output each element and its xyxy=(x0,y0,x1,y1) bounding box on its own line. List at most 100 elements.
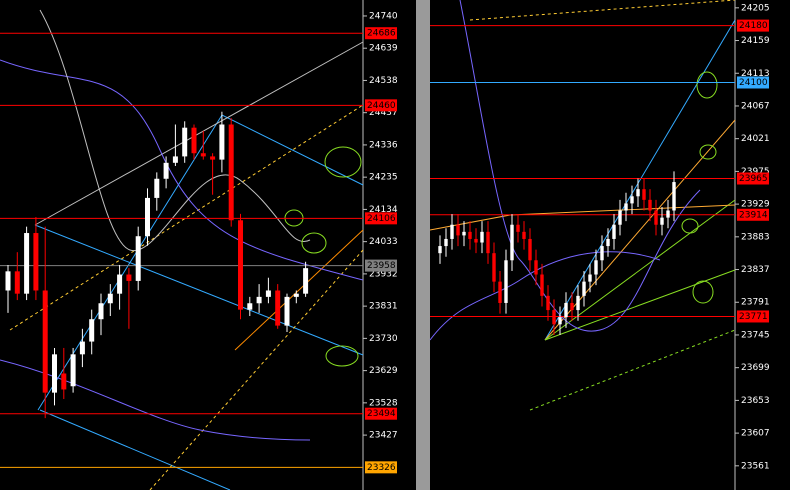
y-tick-label: 24067 xyxy=(741,101,770,111)
y-tick-label: 24639 xyxy=(369,44,398,54)
y-tick-label: 23653 xyxy=(741,396,770,406)
candle-body xyxy=(154,178,160,198)
price-level-label: 24180 xyxy=(739,21,768,31)
fan-line xyxy=(544,269,736,341)
candle-body xyxy=(618,210,622,225)
candle-body xyxy=(600,246,604,261)
y-tick-label: 23528 xyxy=(369,398,398,408)
y-tick-label: 24235 xyxy=(369,173,398,183)
price-level-label: 23914 xyxy=(739,210,768,220)
price-level-box xyxy=(365,27,397,40)
candle-body xyxy=(284,296,290,326)
candle-body xyxy=(540,274,544,296)
band-line xyxy=(39,9,311,251)
candle-body xyxy=(5,271,11,291)
price-level-label: 24686 xyxy=(367,29,396,39)
band-line xyxy=(429,251,661,341)
y-tick-label: 23745 xyxy=(741,330,770,340)
fan-line xyxy=(469,0,736,21)
price-level-label: 24460 xyxy=(367,101,396,111)
candle-body xyxy=(293,293,299,297)
marker-circle xyxy=(692,280,714,304)
price-level-box xyxy=(737,310,769,323)
candle-body xyxy=(492,253,496,282)
candle-body xyxy=(191,127,197,154)
y-tick-label: 23932 xyxy=(369,269,398,279)
price-level-box xyxy=(365,259,397,272)
marker-circle xyxy=(324,146,362,178)
candle-body xyxy=(219,124,225,160)
price-level-box xyxy=(365,212,397,225)
candle-body xyxy=(42,290,48,393)
candle-body xyxy=(14,271,20,294)
candle-body xyxy=(182,127,188,157)
y-tick-label: 24740 xyxy=(369,11,398,21)
price-level-label: 23494 xyxy=(367,409,396,419)
candle-body xyxy=(135,236,141,281)
candle-body xyxy=(438,246,442,254)
y-tick-label: 23427 xyxy=(369,431,398,441)
candle-body xyxy=(558,317,562,325)
y-tick-label: 24205 xyxy=(741,3,770,13)
candle-body xyxy=(546,295,550,311)
candle-body xyxy=(70,354,76,387)
channel-line xyxy=(39,409,231,490)
candle-body xyxy=(89,319,95,342)
y-tick-label: 23883 xyxy=(741,232,770,242)
price-level-box xyxy=(365,461,397,474)
candle-body xyxy=(522,231,526,239)
candle-body xyxy=(275,290,281,326)
candle-body xyxy=(660,217,664,225)
y-tick-label: 24336 xyxy=(369,140,398,150)
candle-body xyxy=(630,196,634,204)
candle-body xyxy=(504,260,508,303)
y-tick-label: 23730 xyxy=(369,334,398,344)
candle-body xyxy=(200,153,206,157)
candle-body xyxy=(534,260,538,275)
marker-circle xyxy=(301,232,327,254)
candle-body xyxy=(238,220,243,310)
fan-line xyxy=(9,104,364,331)
y-tick-label: 23699 xyxy=(741,363,770,373)
candle-body xyxy=(516,224,520,232)
candle-body xyxy=(642,189,646,200)
price-level-box xyxy=(365,99,397,112)
y-tick-label: 24134 xyxy=(369,205,398,215)
candle-body xyxy=(666,210,670,218)
y-tick-label: 24538 xyxy=(369,76,398,86)
candle-body xyxy=(456,224,460,236)
candle-body xyxy=(256,296,262,304)
y-tick-label: 24113 xyxy=(741,69,770,79)
candle-body xyxy=(265,290,271,297)
candle-body xyxy=(510,224,514,261)
band-line xyxy=(0,59,364,281)
y-tick-label: 23629 xyxy=(369,366,398,376)
candle-body xyxy=(636,189,640,197)
fan-line xyxy=(234,229,364,351)
candle-body xyxy=(61,373,67,390)
candle-body xyxy=(588,274,592,282)
marker-circle xyxy=(696,71,718,99)
price-level-label: 24100 xyxy=(739,78,768,88)
price-level-label: 23771 xyxy=(739,312,768,322)
candle-body xyxy=(648,199,652,211)
marker-circle xyxy=(681,218,699,234)
candle-body xyxy=(564,302,568,318)
candle-body xyxy=(210,156,216,160)
candle-body xyxy=(163,162,169,179)
candle-body xyxy=(498,281,502,303)
candle-body xyxy=(654,210,658,225)
y-tick-label: 23929 xyxy=(741,200,770,210)
candle-body xyxy=(528,238,532,261)
candle-body xyxy=(33,233,39,291)
candle-body xyxy=(474,238,478,243)
marker-circle xyxy=(325,345,359,367)
candle-body xyxy=(450,224,454,239)
price-level-label: 23958 xyxy=(367,261,396,271)
price-level-label: 23965 xyxy=(739,174,768,184)
price-level-box xyxy=(365,407,397,420)
y-tick-label: 24021 xyxy=(741,134,770,144)
marker-circle xyxy=(699,144,717,160)
candle-body xyxy=(552,310,556,325)
